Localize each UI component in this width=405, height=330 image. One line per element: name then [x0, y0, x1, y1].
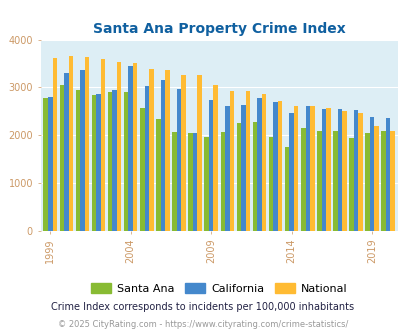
Bar [268, 137, 273, 231]
Bar [60, 85, 64, 231]
Text: Crime Index corresponds to incidents per 100,000 inhabitants: Crime Index corresponds to incidents per… [51, 302, 354, 312]
Bar [181, 75, 185, 231]
Bar [357, 113, 362, 231]
Bar [165, 70, 169, 231]
Bar [252, 122, 257, 231]
Bar [192, 133, 197, 231]
Bar [220, 132, 224, 231]
Bar [43, 98, 48, 231]
Bar [75, 90, 80, 231]
Bar [224, 106, 229, 231]
Bar [305, 106, 309, 231]
Bar [209, 100, 213, 231]
Title: Santa Ana Property Crime Index: Santa Ana Property Crime Index [93, 22, 345, 36]
Bar [140, 108, 144, 231]
Bar [289, 113, 293, 231]
Bar [128, 66, 133, 231]
Bar [68, 56, 73, 231]
Bar [100, 59, 105, 231]
Bar [293, 106, 298, 231]
Bar [85, 57, 89, 231]
Bar [353, 111, 357, 231]
Bar [124, 92, 128, 231]
Bar [277, 101, 281, 231]
Bar [261, 94, 266, 231]
Bar [316, 131, 321, 231]
Bar [337, 109, 341, 231]
Bar [48, 97, 52, 231]
Bar [92, 95, 96, 231]
Bar [348, 138, 353, 231]
Bar [213, 85, 217, 231]
Bar [176, 89, 181, 231]
Bar [149, 69, 153, 231]
Bar [321, 109, 325, 231]
Bar [236, 123, 241, 231]
Bar [133, 63, 137, 231]
Bar [172, 132, 176, 231]
Bar [300, 128, 305, 231]
Bar [188, 133, 192, 231]
Bar [273, 102, 277, 231]
Bar [241, 105, 245, 231]
Bar [160, 80, 165, 231]
Bar [117, 62, 121, 231]
Bar [197, 75, 201, 231]
Bar [144, 86, 149, 231]
Bar [341, 111, 346, 231]
Bar [112, 90, 117, 231]
Bar [156, 118, 160, 231]
Bar [325, 108, 330, 231]
Bar [204, 137, 209, 231]
Bar [385, 118, 390, 231]
Bar [364, 133, 369, 231]
Bar [64, 73, 68, 231]
Bar [309, 106, 314, 231]
Bar [390, 131, 394, 231]
Bar [80, 70, 85, 231]
Legend: Santa Ana, California, National: Santa Ana, California, National [87, 279, 351, 298]
Bar [284, 147, 289, 231]
Bar [381, 131, 385, 231]
Bar [96, 94, 100, 231]
Text: © 2025 CityRating.com - https://www.cityrating.com/crime-statistics/: © 2025 CityRating.com - https://www.city… [58, 320, 347, 329]
Bar [333, 131, 337, 231]
Bar [245, 91, 249, 231]
Bar [52, 58, 57, 231]
Bar [369, 116, 373, 231]
Bar [108, 92, 112, 231]
Bar [373, 126, 378, 231]
Bar [257, 98, 261, 231]
Bar [229, 91, 233, 231]
